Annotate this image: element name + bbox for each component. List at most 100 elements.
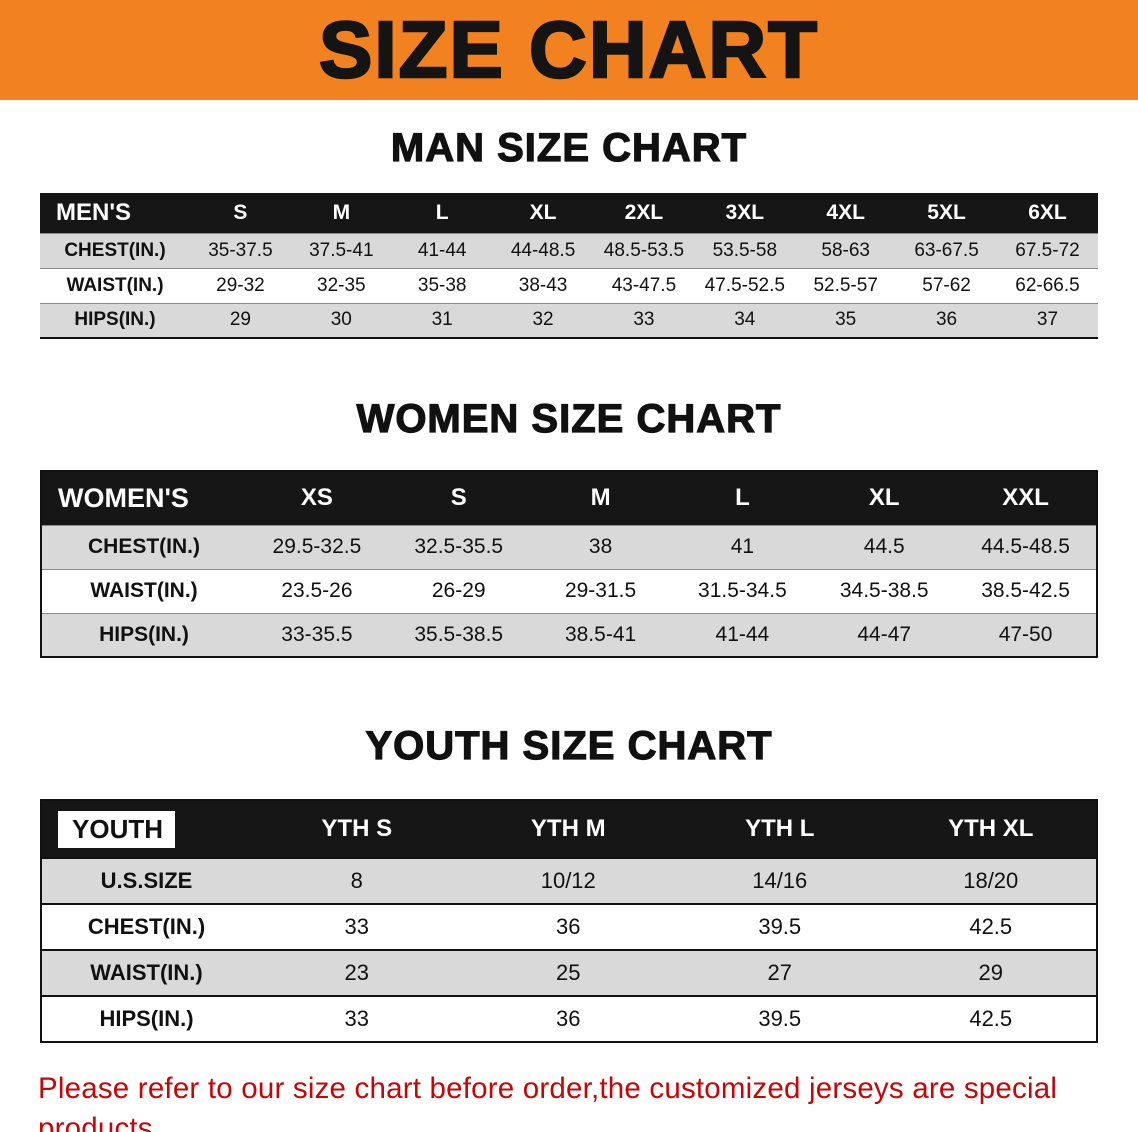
measurement-label: U.S.SIZE — [100, 868, 193, 893]
size-value-cell: 39.5 — [758, 914, 802, 939]
section-youth: YOUTH SIZE CHART YOUTH YTH S YTH M YTH L YTH… — [0, 723, 1138, 1043]
size-value-cell: 41 — [730, 535, 755, 558]
banner: SIZE CHART — [0, 0, 1138, 100]
size-value-cell: 67.5-72 — [1015, 239, 1080, 261]
size-value-cell: 29-31.5 — [564, 579, 637, 602]
measurement-label: CHEST(IN.) — [88, 535, 200, 558]
size-value-cell: 35.5-38.5 — [414, 622, 504, 646]
size-value-cell: 27 — [767, 960, 792, 985]
size-value-cell: 33-35.5 — [281, 622, 353, 646]
size-value-cell: 44.5-48.5 — [981, 535, 1070, 558]
size-value-cell: 32.5-35.5 — [414, 535, 504, 558]
women-section-heading: WOMEN SIZE CHART — [356, 396, 782, 441]
measurement-label: WAIST(IN.) — [66, 274, 164, 296]
size-column-header: 3XL — [725, 200, 765, 224]
measurement-label: HIPS(IN.) — [99, 1006, 194, 1031]
table-header-row: YOUTH YTH S YTH M YTH L YTH XL — [41, 800, 1097, 858]
disclaimer-line-1: Please refer to our size chart before or… — [38, 1072, 1058, 1132]
size-value-cell: 29-32 — [216, 274, 265, 296]
size-value-cell: 36 — [556, 914, 581, 939]
measurement-label: WAIST(IN.) — [90, 579, 198, 602]
size-value-cell: 34 — [734, 309, 756, 331]
size-value-cell: 31 — [431, 309, 453, 331]
size-value-cell: 62-66.5 — [1015, 274, 1080, 296]
size-column-header: XXL — [1002, 484, 1049, 512]
size-value-cell: 41-44 — [715, 622, 770, 646]
size-value-cell: 32 — [532, 309, 554, 331]
size-value-cell: 18/20 — [963, 868, 1019, 893]
size-value-cell: 33 — [633, 309, 655, 331]
section-women: WOMEN SIZE CHART WOMEN'S XS S M L XL XXL CHEST(… — [0, 396, 1138, 658]
youth-section-heading: YOUTH SIZE CHART — [365, 723, 773, 768]
size-value-cell: 39.5 — [758, 1006, 802, 1031]
size-column-header: XL — [529, 200, 557, 224]
size-value-cell: 36 — [556, 1006, 581, 1031]
men-size-table: MEN'S S M L XL 2XL 3XL 4XL 5XL 6XL CHEST(IN.) 35-37… — [40, 193, 1098, 339]
size-value-cell: 52.5-57 — [813, 274, 878, 296]
size-value-cell: 35 — [835, 309, 857, 331]
size-value-cell: 48.5-53.5 — [603, 239, 685, 261]
size-column-header: L — [735, 484, 750, 512]
size-value-cell: 33 — [344, 1006, 369, 1031]
size-value-cell: 53.5-58 — [712, 239, 778, 261]
size-value-cell: 44-48.5 — [510, 239, 576, 261]
measurement-label: HIPS(IN.) — [74, 309, 156, 331]
measurement-label: CHEST(IN.) — [64, 239, 166, 261]
size-value-cell: 29.5-32.5 — [272, 535, 362, 558]
size-column-header: M — [332, 200, 351, 224]
size-value-cell: 44-47 — [857, 622, 912, 646]
size-value-cell: 37.5-41 — [309, 239, 374, 261]
size-value-cell: 25 — [556, 960, 581, 985]
size-column-header: YTH L — [745, 815, 815, 842]
size-column-header: L — [435, 200, 449, 224]
size-value-cell: 42.5 — [969, 1006, 1013, 1031]
size-value-cell: 8 — [350, 868, 363, 893]
size-value-cell: 35-37.5 — [208, 239, 273, 261]
youth-size-table: YOUTH YTH S YTH M YTH L YTH XL U.S.SIZE 8 10/12… — [40, 799, 1098, 1043]
size-value-cell: 43-47.5 — [611, 274, 677, 296]
table-header-row: WOMEN'S XS S M L XL XXL — [41, 471, 1097, 525]
size-column-header: 2XL — [624, 200, 664, 224]
table-corner-label: MEN'S — [40, 193, 190, 233]
size-value-cell: 10/12 — [540, 868, 596, 893]
table-header-row: MEN'S S M L XL 2XL 3XL 4XL 5XL 6XL — [40, 193, 1098, 233]
table-corner-label-text: WOMEN'S — [58, 482, 189, 513]
size-column-header: YTH S — [321, 815, 393, 842]
size-value-cell: 41-44 — [417, 239, 467, 261]
measurement-label: CHEST(IN.) — [87, 914, 206, 939]
table-row: CHEST(IN.) 35-37.5 37.5-41 41-44 44-48.5 48.5… — [40, 233, 1098, 268]
table-row: U.S.SIZE 8 10/12 14/16 18/20 — [41, 858, 1097, 904]
size-value-cell: 58-63 — [821, 239, 870, 261]
size-value-cell: 63-67.5 — [914, 239, 979, 261]
size-value-cell: 34.5-38.5 — [839, 579, 929, 602]
table-row: WAIST(IN.) 29-32 32-35 35-38 38-43 43-47.5 47.… — [40, 268, 1098, 303]
size-value-cell: 57-62 — [922, 274, 971, 296]
table-row: CHEST(IN.) 29.5-32.5 32.5-35.5 38 41 44.5 44.5… — [41, 525, 1097, 569]
size-value-cell: 14/16 — [752, 868, 808, 893]
size-value-cell: 38-43 — [518, 274, 568, 296]
disclaimer: Please refer to our size chart before or… — [0, 1069, 1138, 1132]
table-row: WAIST(IN.) 23.5-26 26-29 29-31.5 31.5-34.5 34… — [41, 569, 1097, 613]
size-value-cell: 26-29 — [431, 579, 486, 602]
table-corner-label: WOMEN'S — [41, 471, 246, 525]
size-value-cell: 31.5-34.5 — [698, 579, 787, 602]
size-value-cell: 38.5-42.5 — [981, 579, 1070, 602]
size-column-header: 5XL — [927, 200, 966, 224]
size-value-cell: 23 — [344, 960, 369, 985]
table-row: HIPS(IN.) 33 36 39.5 42.5 — [41, 996, 1097, 1042]
size-column-header: M — [590, 484, 611, 512]
size-column-header: S — [233, 200, 248, 224]
measurement-label: HIPS(IN.) — [99, 622, 189, 646]
table-corner-label-text: MEN'S — [56, 198, 132, 226]
size-value-cell: 37 — [1036, 309, 1059, 331]
size-value-cell: 35-38 — [417, 274, 467, 296]
size-value-cell: 47-50 — [998, 622, 1053, 646]
size-value-cell: 29 — [978, 960, 1003, 985]
measurement-label: WAIST(IN.) — [90, 960, 203, 985]
size-value-cell: 38 — [588, 535, 613, 558]
size-value-cell: 23.5-26 — [281, 579, 353, 602]
size-value-cell: 36 — [935, 309, 958, 331]
size-value-cell: 29 — [229, 309, 251, 331]
size-column-header: 6XL — [1028, 200, 1067, 224]
size-column-header: S — [450, 484, 467, 512]
